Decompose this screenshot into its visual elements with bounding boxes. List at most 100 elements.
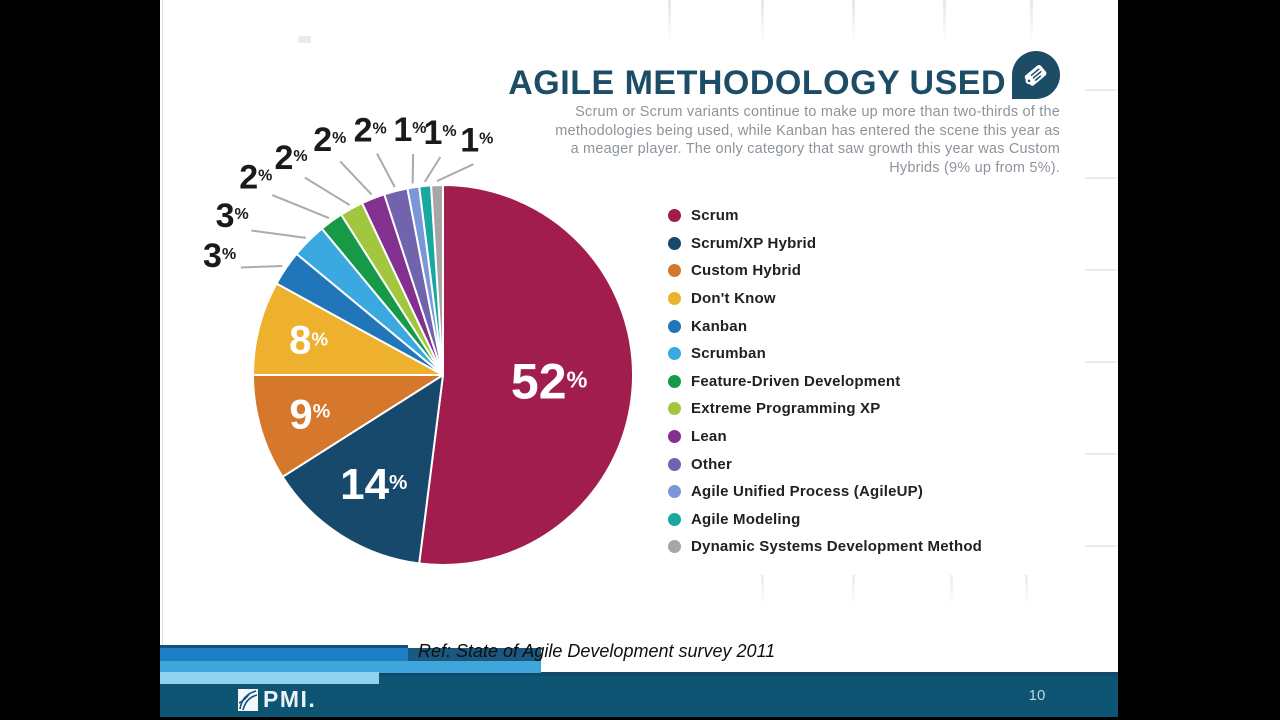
legend-swatch xyxy=(668,319,681,333)
gridline xyxy=(1025,575,1028,607)
pie-percent-label: 3% xyxy=(216,197,249,235)
legend-item: Don't Know xyxy=(668,285,982,313)
legend-swatch xyxy=(668,430,681,444)
description-line: methodologies being used, while Kanban h… xyxy=(555,122,1060,139)
legend-item: Scrumban xyxy=(668,340,982,368)
artifact-smudge xyxy=(298,36,311,43)
gridline xyxy=(1030,0,1033,42)
gridline xyxy=(943,0,946,42)
scroll-badge-icon xyxy=(1012,51,1060,99)
gridline xyxy=(1085,177,1117,179)
footer-accent-bar xyxy=(160,645,408,648)
legend-item: Agile Modeling xyxy=(668,506,982,534)
reference-caption: Ref: State of Agile Development survey 2… xyxy=(418,641,776,661)
gridline xyxy=(1085,269,1117,271)
pie-slice xyxy=(430,184,444,376)
legend-item: Feature-Driven Development xyxy=(668,368,982,396)
pie-percent-label: 1% xyxy=(460,121,493,159)
legend-swatch xyxy=(668,540,681,554)
pie-slice xyxy=(252,374,444,478)
gridline xyxy=(852,575,855,607)
legend-label: Don't Know xyxy=(691,290,776,308)
legend-label: Kanban xyxy=(691,317,748,335)
footer-accent-bar xyxy=(160,672,379,684)
pie-percent-label: 2% xyxy=(313,121,346,159)
pie-slice xyxy=(281,374,444,565)
gridline xyxy=(761,575,764,607)
description-line: a meager player. The only category that … xyxy=(570,141,1060,158)
legend-item: Extreme Programming XP xyxy=(668,395,982,423)
legend-label: Scrumban xyxy=(691,345,766,363)
legend-label: Feature-Driven Development xyxy=(691,372,901,390)
legend-item: Kanban xyxy=(668,312,982,340)
presentation-slide: AGILE METHODOLOGY USED Scrum or Scrum va… xyxy=(160,0,1118,717)
legend-swatch xyxy=(668,347,681,361)
gridline xyxy=(761,0,764,42)
legend-swatch xyxy=(668,209,681,223)
pie-percent-label: 3% xyxy=(203,237,236,275)
leader-line xyxy=(376,153,396,188)
legend-label: Agile Modeling xyxy=(691,510,801,528)
legend-item: Lean xyxy=(668,423,982,451)
pie-slice xyxy=(252,282,444,376)
pie-percent-label: 14% xyxy=(340,460,407,509)
leader-line xyxy=(436,163,474,183)
gridline xyxy=(852,0,855,42)
legend-item: Scrum/XP Hybrid xyxy=(668,230,982,258)
legend-label: Agile Unified Process (AgileUP) xyxy=(691,483,924,501)
pie-percent-label: 8% xyxy=(289,319,328,363)
page-number: 10 xyxy=(1028,687,1046,704)
letterbox-bar-left xyxy=(0,0,160,720)
footer-accent-bar xyxy=(160,648,408,661)
legend-label: Scrum/XP Hybrid xyxy=(691,234,817,252)
legend-swatch xyxy=(668,457,681,471)
legend-label: Extreme Programming XP xyxy=(691,400,881,418)
legend-label: Custom Hybrid xyxy=(691,262,802,280)
legend-label: Dynamic Systems Development Method xyxy=(691,538,983,556)
leader-line xyxy=(271,194,330,219)
gridline xyxy=(1085,89,1117,91)
legend-swatch xyxy=(668,402,681,416)
legend-item: Dynamic Systems Development Method xyxy=(668,533,982,561)
chart-legend: Scrum Scrum/XP Hybrid Custom Hybrid Don't K… xyxy=(668,202,982,561)
scroll-glyph xyxy=(1024,64,1047,86)
legend-label: Scrum xyxy=(691,207,739,225)
gridline xyxy=(668,0,671,42)
pie-percent-label: 2% xyxy=(354,112,387,150)
pie-percent-label: 1% xyxy=(393,111,426,149)
legend-swatch xyxy=(668,236,681,250)
chart-description: Scrum or Scrum variants continue to make… xyxy=(555,103,1060,177)
legend-label: Lean xyxy=(691,428,727,446)
pie-percent-label: 52% xyxy=(511,354,588,410)
legend-item: Scrum xyxy=(668,202,982,230)
leader-line xyxy=(339,160,373,196)
leader-line xyxy=(423,156,442,183)
legend-item: Agile Unified Process (AgileUP) xyxy=(668,478,982,506)
leader-line xyxy=(304,176,351,206)
legend-item: Other xyxy=(668,450,982,478)
pie-percent-label: 2% xyxy=(239,159,272,197)
footer-accent-bar xyxy=(160,661,541,673)
gridline xyxy=(1085,361,1117,363)
slide-edge-line xyxy=(162,0,163,648)
letterbox-bar-bottom xyxy=(0,717,1280,720)
legend-item: Custom Hybrid xyxy=(668,257,982,285)
pie-slice xyxy=(418,184,634,566)
gridline xyxy=(950,575,953,607)
gridline xyxy=(1085,453,1117,455)
description-line: Scrum or Scrum variants continue to make… xyxy=(575,104,1060,120)
description-line: Hybrids (9% up from 5%). xyxy=(889,159,1060,176)
legend-swatch xyxy=(668,374,681,388)
leader-line xyxy=(240,264,283,269)
leader-line xyxy=(251,229,306,239)
pmi-logo-text: PMI. xyxy=(263,686,317,712)
legend-label: Other xyxy=(691,455,733,473)
legend-swatch xyxy=(668,512,681,526)
legend-swatch xyxy=(668,292,681,306)
pie-chart: 52%14%9%8%3%3%2% 2% 2% 2% 1%1% 1% xyxy=(203,111,634,566)
pie-percent-label: 1% xyxy=(423,114,456,152)
legend-swatch xyxy=(668,485,681,499)
pie-percent-label: 2% xyxy=(274,139,307,177)
page-title: AGILE METHODOLOGY USED xyxy=(508,64,1006,102)
